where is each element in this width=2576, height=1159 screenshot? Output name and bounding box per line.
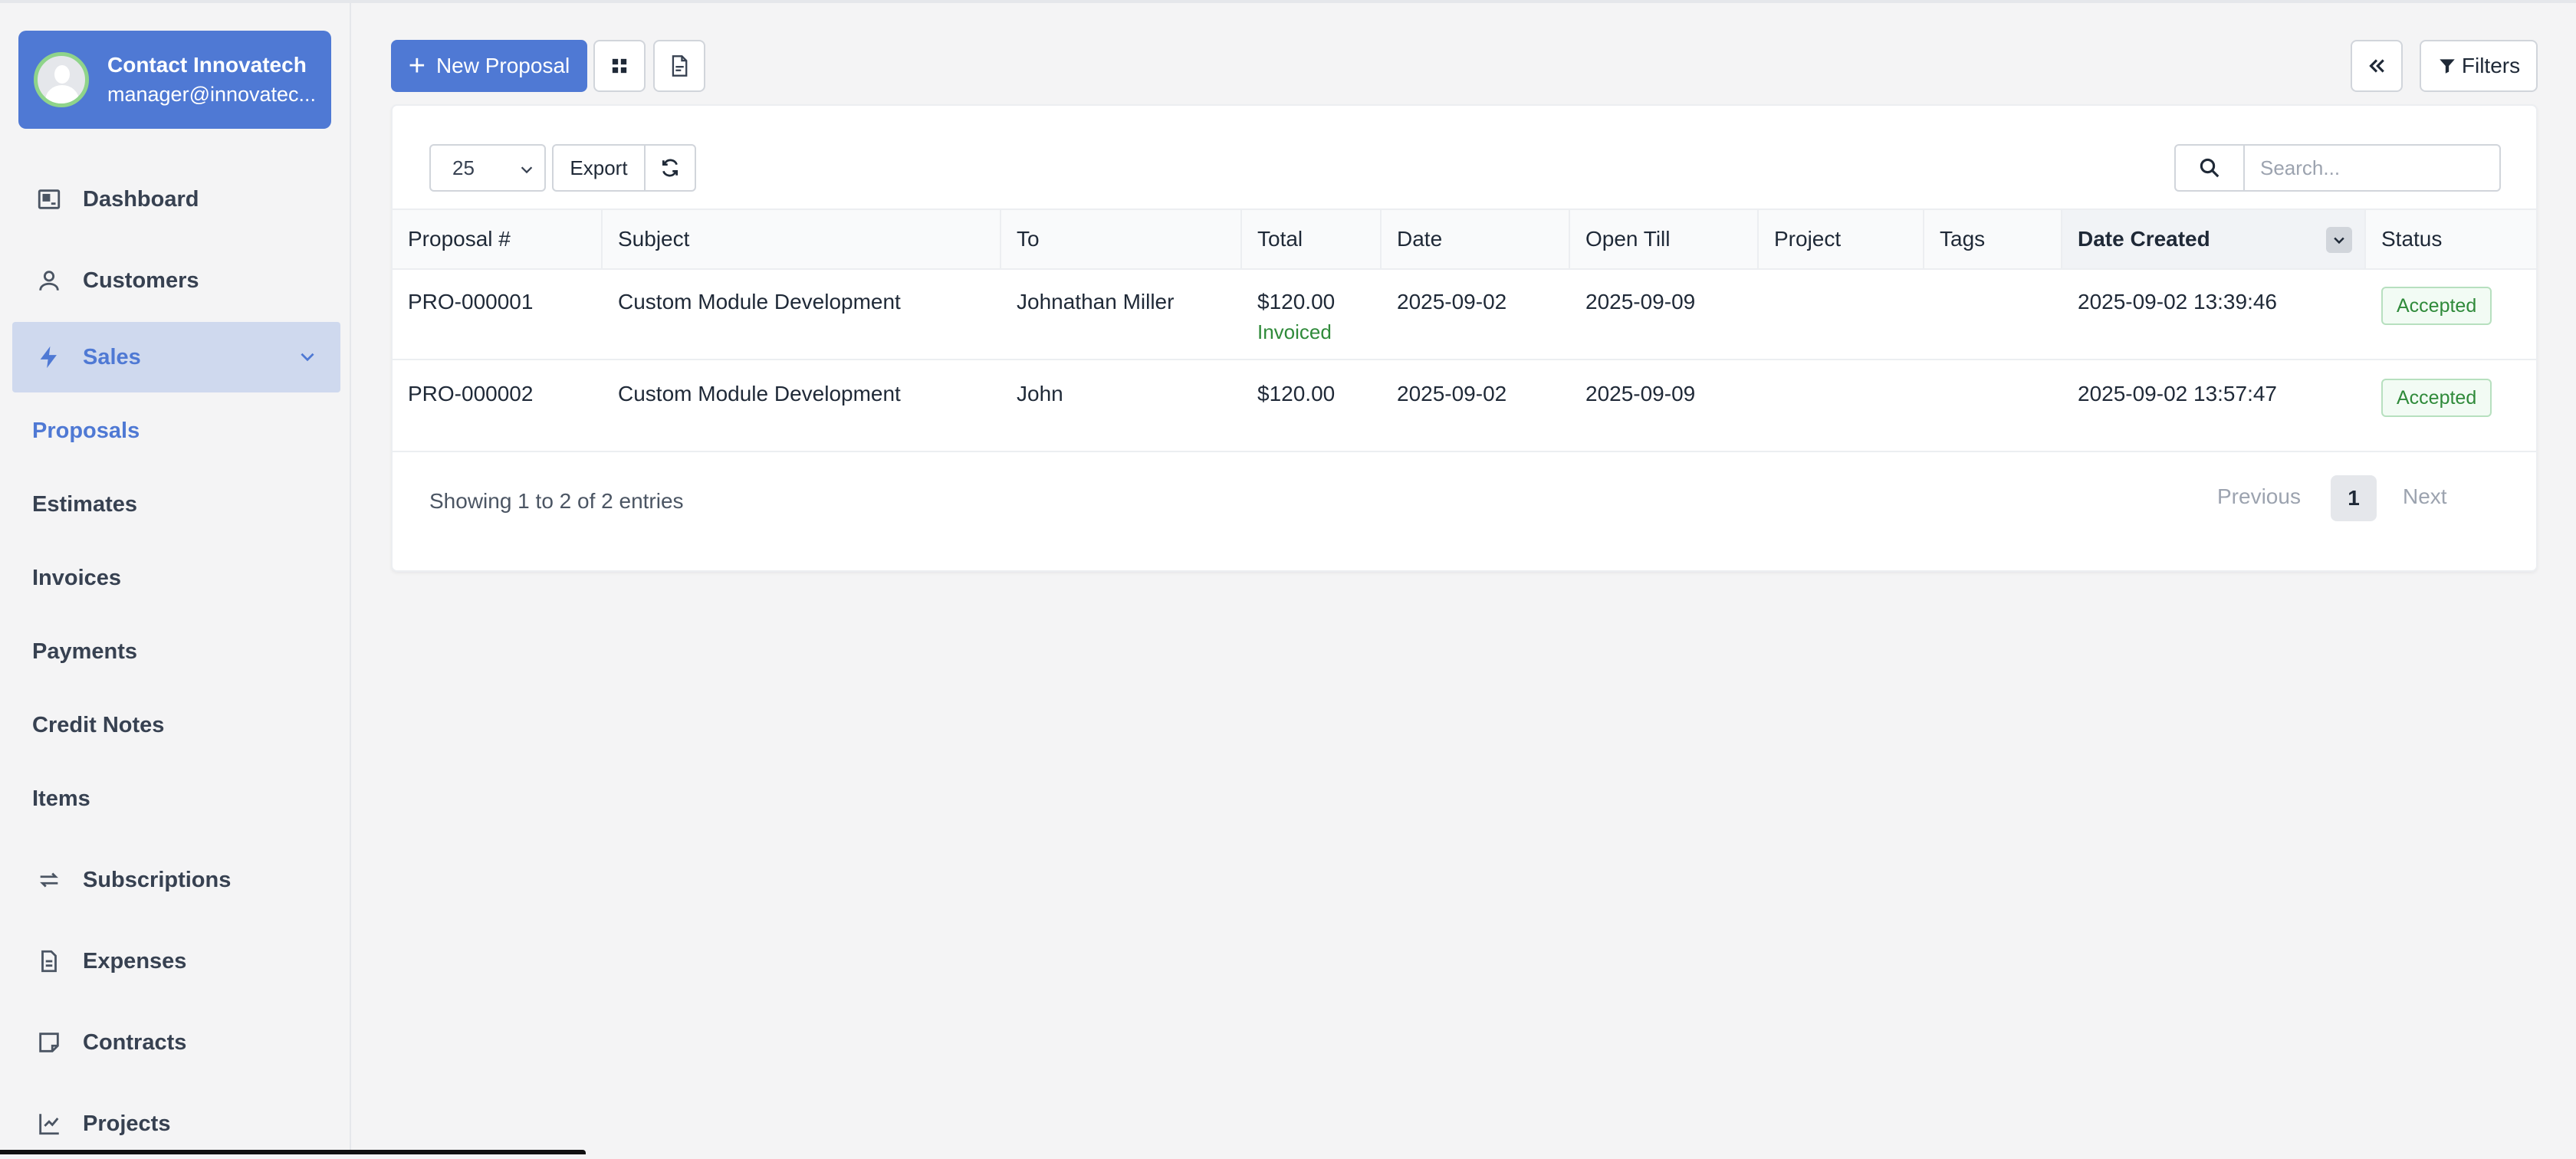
filters-button[interactable]: Filters <box>2420 40 2538 92</box>
table-header: Proposal # Subject To Total Date Open Ti… <box>393 208 2536 270</box>
chevrons-left-icon <box>2369 59 2384 73</box>
column-header-to[interactable]: To <box>1001 210 1242 268</box>
column-header-project[interactable]: Project <box>1759 210 1924 268</box>
top-border <box>0 0 2576 3</box>
total-cell: $120.00 <box>1257 290 1336 314</box>
sidebar-item-contracts[interactable]: Contracts <box>12 1007 340 1078</box>
chevron-down-icon <box>297 346 317 373</box>
export-button[interactable]: Export <box>552 144 646 192</box>
sidebar-item-label: Customers <box>83 268 199 293</box>
sidebar-item-subscriptions[interactable]: Subscriptions <box>12 845 340 915</box>
refresh-icon <box>662 159 678 177</box>
to-cell[interactable]: John <box>1017 382 1063 405</box>
sidebar-subitem-payments[interactable]: Payments <box>32 639 138 664</box>
sidebar-item-label: Sales <box>83 344 141 369</box>
user-icon <box>34 265 64 296</box>
plus-icon: + <box>408 50 426 82</box>
pdf-export-button[interactable] <box>653 40 705 92</box>
chevron-down-icon <box>518 159 535 183</box>
sort-desc-icon <box>2326 227 2352 253</box>
column-header-proposal-number[interactable]: Proposal # <box>393 210 603 268</box>
column-header-total[interactable]: Total <box>1242 210 1382 268</box>
pdf-file-icon <box>672 55 688 77</box>
sidebar-item-expenses[interactable]: Expenses <box>12 926 340 996</box>
subject-cell[interactable]: Custom Module Development <box>618 382 901 405</box>
date-cell: 2025-09-02 <box>1397 382 1507 405</box>
sidebar-subitem-credit-notes[interactable]: Credit Notes <box>32 713 165 737</box>
new-proposal-button[interactable]: + New Proposal <box>391 40 587 92</box>
sidebar-subitem-items[interactable]: Items <box>32 786 90 811</box>
open-till-cell: 2025-09-09 <box>1585 290 1696 314</box>
pagination-next[interactable]: Next <box>2403 484 2447 508</box>
to-cell[interactable]: Johnathan Miller <box>1017 290 1175 314</box>
document-icon <box>34 946 64 977</box>
search-icon <box>2200 158 2220 178</box>
search-button[interactable] <box>2174 144 2245 192</box>
status-badge: Accepted <box>2381 287 2492 325</box>
pagination-page-1[interactable]: 1 <box>2331 475 2377 521</box>
sidebar-item-label: Subscriptions <box>83 867 232 892</box>
total-cell: $120.00 <box>1257 382 1336 405</box>
bolt-icon <box>34 342 64 373</box>
sidebar-item-label: Projects <box>83 1111 171 1136</box>
sidebar-item-label: Dashboard <box>83 186 199 212</box>
invoiced-label: Invoiced <box>1257 320 1332 343</box>
column-header-status[interactable]: Status <box>2381 227 2443 251</box>
dashboard-icon <box>34 184 64 215</box>
sidebar-item-projects[interactable]: Projects <box>12 1088 340 1159</box>
kanban-view-button[interactable] <box>593 40 646 92</box>
sidebar-subitem-estimates[interactable]: Estimates <box>32 492 138 517</box>
table-row: PRO-000002 Custom Module Development Joh… <box>393 362 2536 452</box>
filter-icon <box>2440 59 2455 74</box>
sidebar-subitem-invoices[interactable]: Invoices <box>32 566 122 590</box>
date-cell: 2025-09-02 <box>1397 290 1507 314</box>
page-length-select[interactable]: 25 <box>429 144 546 192</box>
column-header-date[interactable]: Date <box>1382 210 1570 268</box>
bottom-edge-bar <box>0 1150 586 1154</box>
open-till-cell: 2025-09-09 <box>1585 382 1696 405</box>
date-created-cell: 2025-09-02 13:39:46 <box>2078 290 2277 314</box>
sidebar-item-sales[interactable]: Sales <box>12 322 340 392</box>
repeat-icon <box>34 865 64 895</box>
table-row: PRO-000001 Custom Module Development Joh… <box>393 270 2536 360</box>
table-info: Showing 1 to 2 of 2 entries <box>429 489 684 513</box>
profile-email: manager@innovatec... <box>107 83 317 106</box>
column-header-subject[interactable]: Subject <box>603 210 1001 268</box>
refresh-button[interactable] <box>644 144 696 192</box>
grid-icon <box>612 58 627 74</box>
avatar <box>34 52 89 107</box>
date-created-cell: 2025-09-02 13:57:47 <box>2078 382 2277 405</box>
sidebar-item-customers[interactable]: Customers <box>12 245 340 316</box>
column-header-open-till[interactable]: Open Till <box>1570 210 1759 268</box>
chart-icon <box>34 1108 64 1139</box>
proposal-number-link[interactable]: PRO-000002 <box>408 382 534 405</box>
proposal-number-link[interactable]: PRO-000001 <box>408 290 534 314</box>
sidebar-item-label: Expenses <box>83 948 187 973</box>
note-icon <box>34 1027 64 1058</box>
sidebar: Contact Innovatech manager@innovatec... … <box>0 3 351 1154</box>
profile-name: Contact Innovatech <box>107 53 307 77</box>
profile-card[interactable]: Contact Innovatech manager@innovatec... <box>18 31 331 129</box>
status-badge: Accepted <box>2381 379 2492 417</box>
search-input[interactable] <box>2243 144 2501 192</box>
collapse-button[interactable] <box>2351 40 2403 92</box>
column-header-tags[interactable]: Tags <box>1924 210 2062 268</box>
subject-cell[interactable]: Custom Module Development <box>618 290 901 314</box>
proposals-table-card: 25 Export Proposal # Subject To Total Da… <box>391 104 2538 572</box>
column-header-date-created[interactable]: Date Created <box>2062 210 2366 268</box>
pagination-previous[interactable]: Previous <box>2217 484 2301 508</box>
sidebar-item-label: Contracts <box>83 1029 187 1055</box>
sidebar-item-dashboard[interactable]: Dashboard <box>12 164 340 235</box>
sidebar-subitem-proposals[interactable]: Proposals <box>32 419 140 443</box>
